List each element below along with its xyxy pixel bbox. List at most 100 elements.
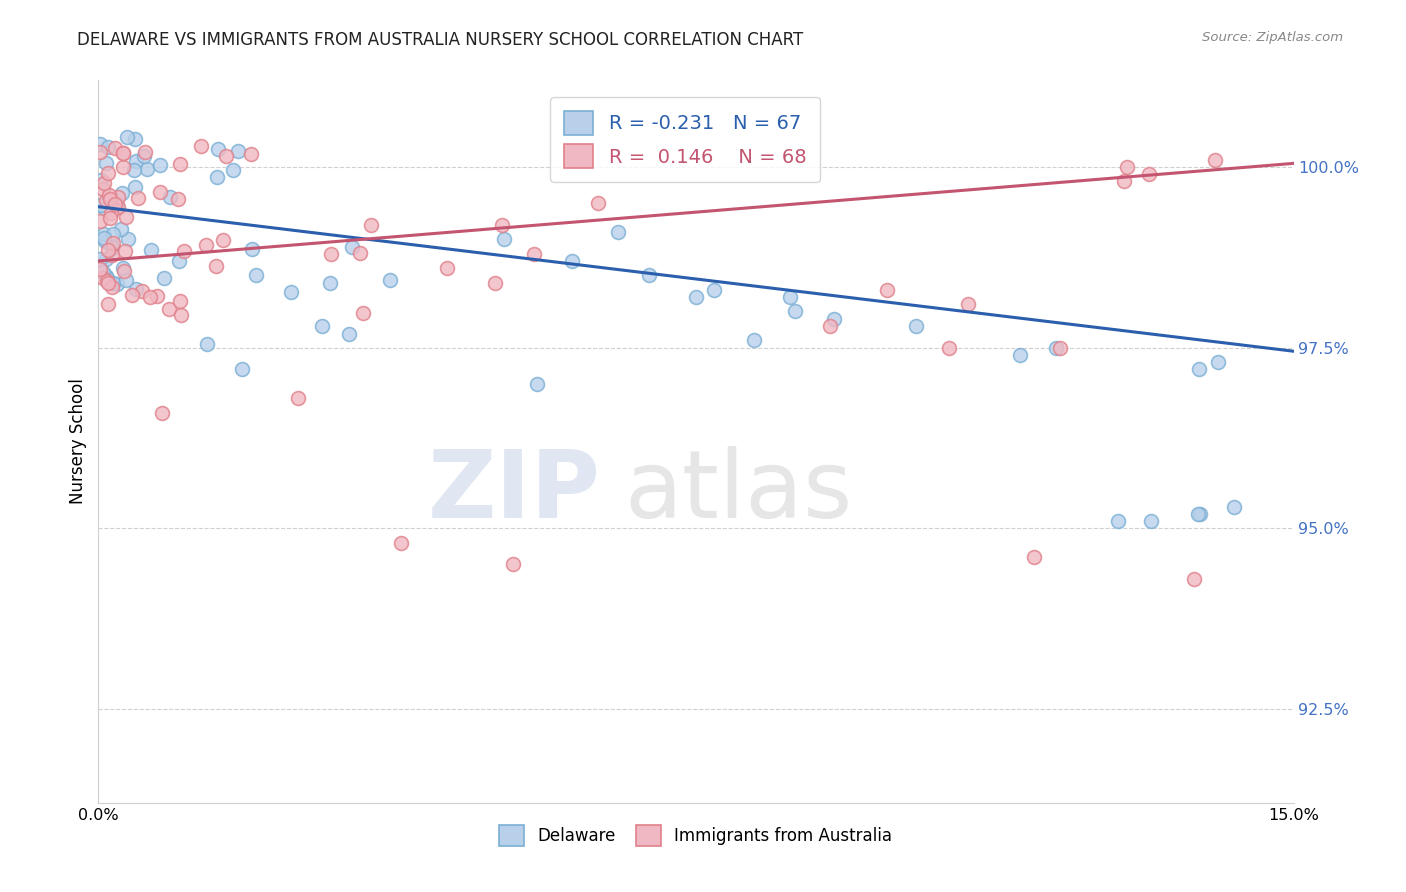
Point xyxy=(226,144,249,158)
Point xyxy=(90,173,112,187)
Point xyxy=(134,149,156,163)
Point xyxy=(586,196,609,211)
Point xyxy=(1112,174,1135,188)
Point xyxy=(103,235,125,250)
Point xyxy=(245,268,267,282)
Point xyxy=(97,297,120,311)
Point xyxy=(195,237,218,252)
Point xyxy=(96,271,118,285)
Point xyxy=(94,202,117,216)
Point xyxy=(222,163,245,178)
Point xyxy=(94,193,117,207)
Point xyxy=(98,193,121,207)
Point xyxy=(153,271,176,285)
Point xyxy=(484,276,506,290)
Point xyxy=(159,190,181,204)
Point xyxy=(104,197,127,211)
Point xyxy=(1107,514,1129,528)
Point xyxy=(1223,500,1246,514)
Point xyxy=(494,232,516,246)
Point xyxy=(607,225,630,239)
Point xyxy=(195,337,218,351)
Point xyxy=(491,218,513,232)
Point xyxy=(89,136,111,151)
Point xyxy=(101,248,124,262)
Point xyxy=(319,277,342,291)
Point xyxy=(115,129,138,144)
Point xyxy=(905,318,928,333)
Point xyxy=(352,306,374,320)
Point xyxy=(173,244,195,259)
Point xyxy=(938,341,960,355)
Text: ZIP: ZIP xyxy=(427,446,600,538)
Point xyxy=(127,191,149,205)
Point xyxy=(115,210,138,224)
Point xyxy=(1204,153,1226,167)
Point xyxy=(1049,341,1071,355)
Point xyxy=(523,246,546,260)
Point xyxy=(149,158,172,172)
Point xyxy=(167,192,190,206)
Point xyxy=(114,273,136,287)
Point xyxy=(436,261,458,276)
Point xyxy=(117,232,139,246)
Point xyxy=(785,304,807,318)
Point xyxy=(1140,514,1163,528)
Point xyxy=(157,301,180,316)
Point xyxy=(110,222,132,236)
Point xyxy=(101,276,124,290)
Point xyxy=(818,318,841,333)
Point xyxy=(122,162,145,177)
Point xyxy=(378,272,401,286)
Point xyxy=(167,254,190,268)
Point xyxy=(1045,341,1067,355)
Point xyxy=(107,190,129,204)
Point xyxy=(89,261,111,276)
Point xyxy=(89,145,111,160)
Point xyxy=(90,198,112,212)
Point xyxy=(502,558,524,572)
Point xyxy=(93,231,115,245)
Point xyxy=(280,285,302,299)
Point xyxy=(561,254,583,268)
Point xyxy=(526,376,548,391)
Point xyxy=(1206,355,1229,369)
Point xyxy=(107,200,129,214)
Point xyxy=(205,259,228,273)
Point xyxy=(112,160,135,174)
Point xyxy=(1116,160,1139,174)
Y-axis label: Nursery School: Nursery School xyxy=(69,378,87,505)
Point xyxy=(139,243,162,257)
Point xyxy=(337,326,360,341)
Point xyxy=(131,285,153,299)
Point xyxy=(111,260,134,275)
Point xyxy=(148,185,170,199)
Point xyxy=(190,138,212,153)
Point xyxy=(101,239,124,253)
Point xyxy=(703,283,725,297)
Point xyxy=(319,246,342,260)
Point xyxy=(1022,550,1045,565)
Point xyxy=(101,227,124,241)
Legend: Delaware, Immigrants from Australia: Delaware, Immigrants from Australia xyxy=(492,819,900,852)
Point xyxy=(94,235,117,249)
Point xyxy=(957,297,980,311)
Point xyxy=(876,283,898,297)
Point xyxy=(101,280,124,294)
Point xyxy=(100,211,122,225)
Point xyxy=(823,311,845,326)
Point xyxy=(93,176,115,190)
Point xyxy=(93,227,115,242)
Point xyxy=(96,268,118,283)
Point xyxy=(111,145,134,160)
Point xyxy=(150,406,173,420)
Point xyxy=(91,182,114,196)
Point xyxy=(360,218,382,232)
Point xyxy=(114,244,136,259)
Point xyxy=(215,149,238,163)
Point xyxy=(638,268,661,283)
Point xyxy=(125,282,148,296)
Point xyxy=(97,276,120,290)
Text: Source: ZipAtlas.com: Source: ZipAtlas.com xyxy=(1202,31,1343,45)
Point xyxy=(96,274,118,288)
